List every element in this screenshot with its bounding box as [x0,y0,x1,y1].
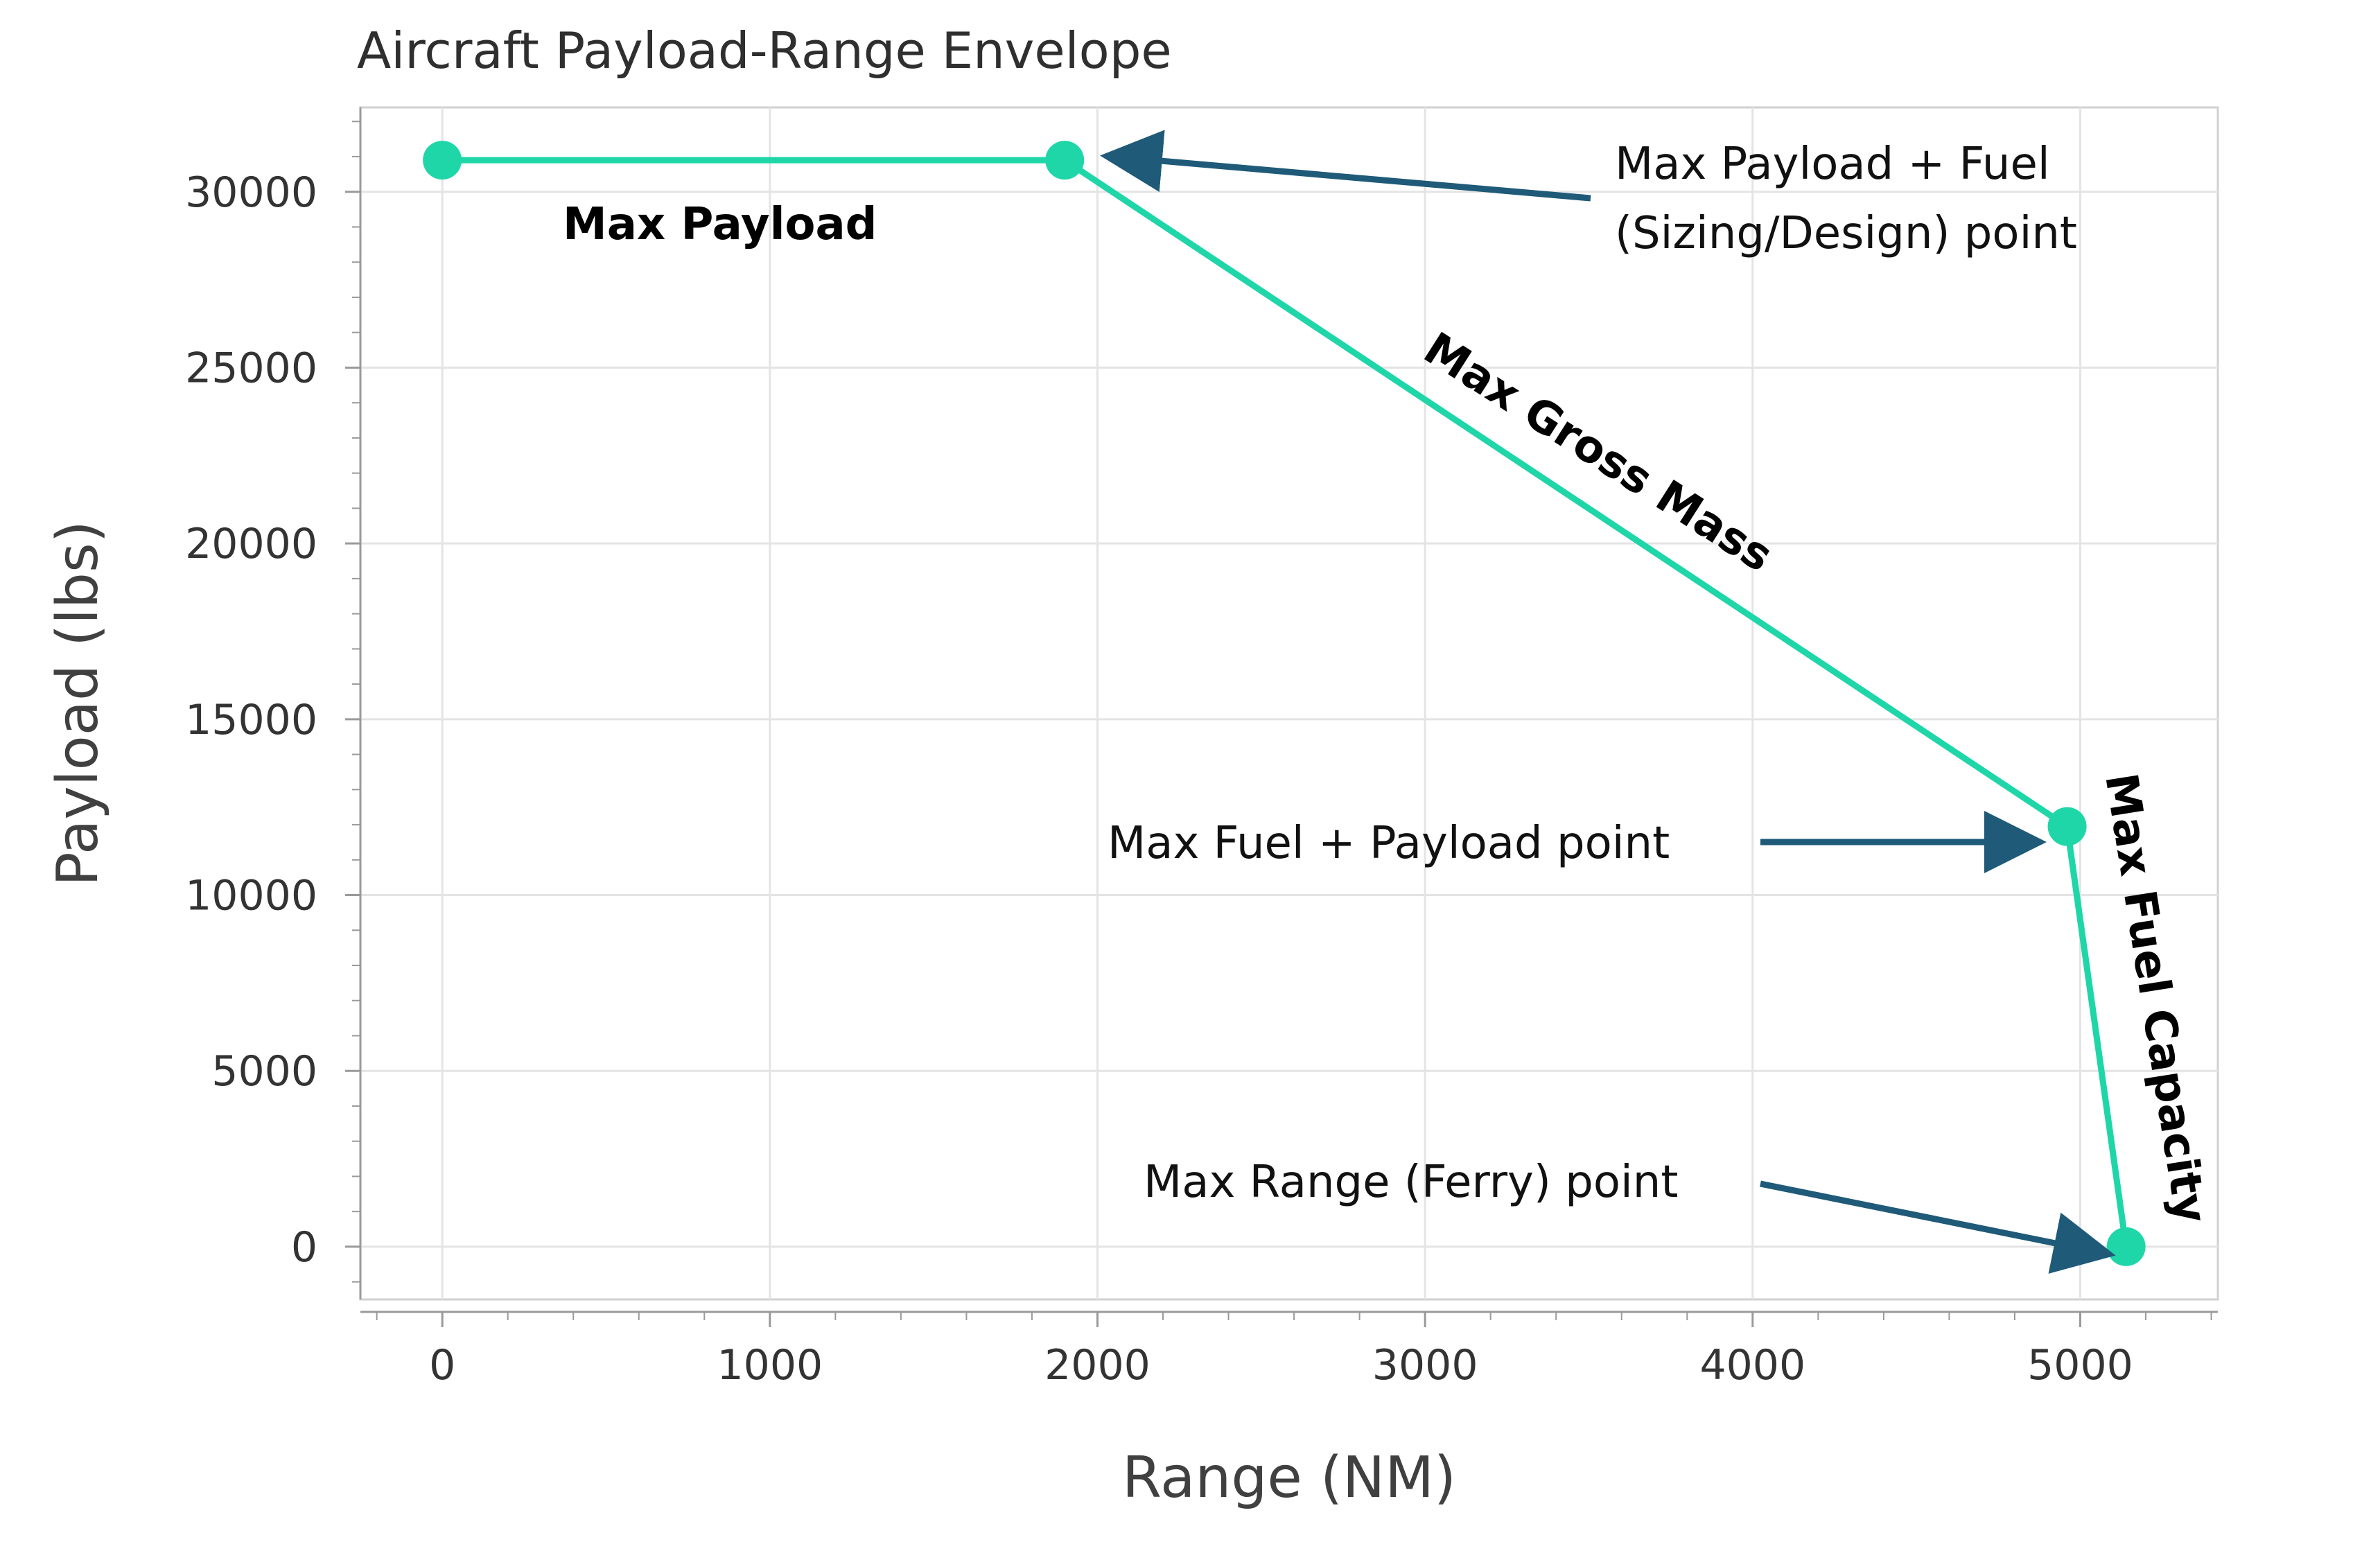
y-tick-label: 25000 [185,344,317,392]
y-tick-label: 15000 [185,696,317,744]
y-tick-label: 10000 [185,872,317,920]
y-tick-label: 20000 [185,520,317,568]
x-tick-label: 3000 [1372,1341,1478,1390]
data-point [1045,141,1085,180]
y-axis-tick-labels: 0 5000 10000 15000 20000 25000 30000 [185,168,317,1272]
segment-label-max-payload: Max Payload [563,199,877,250]
data-point [2106,1227,2146,1266]
payload-range-series [423,141,2146,1266]
y-tick-label: 5000 [211,1047,317,1096]
data-point [423,141,462,180]
series-line [442,157,2130,1247]
x-tick-label: 0 [429,1341,455,1390]
annotation-max-fuel-payload: Max Fuel + Payload point [1108,818,1670,869]
x-tick-label: 2000 [1044,1341,1150,1390]
data-point [2047,807,2087,846]
x-tick-label: 5000 [2027,1341,2133,1390]
x-axis-title: Range (NM) [1122,1445,1456,1511]
annotation-arrow-max-range [1760,1180,2116,1274]
plot-area [359,106,2219,1301]
annotation-design-point-line1: Max Payload + Fuel [1615,139,2050,190]
annotation-max-range: Max Range (Ferry) point [1144,1157,1678,1208]
y-axis-title: Payload (lbs) [45,520,111,886]
y-tick-label: 30000 [185,168,317,217]
x-axis-tick-labels: 0 1000 2000 3000 4000 5000 [429,1341,2133,1390]
annotation-arrow-design-point [1100,130,1591,202]
chart-title: Aircraft Payload-Range Envelope [357,21,1172,80]
x-tick-label: 4000 [1699,1341,1805,1390]
y-tick-label: 0 [291,1223,317,1272]
minor-ticks [345,121,2212,1327]
annotation-design-point-line2: (Sizing/Design) point [1615,208,2077,259]
plot-background [359,106,2219,1301]
x-tick-label: 1000 [717,1341,823,1390]
